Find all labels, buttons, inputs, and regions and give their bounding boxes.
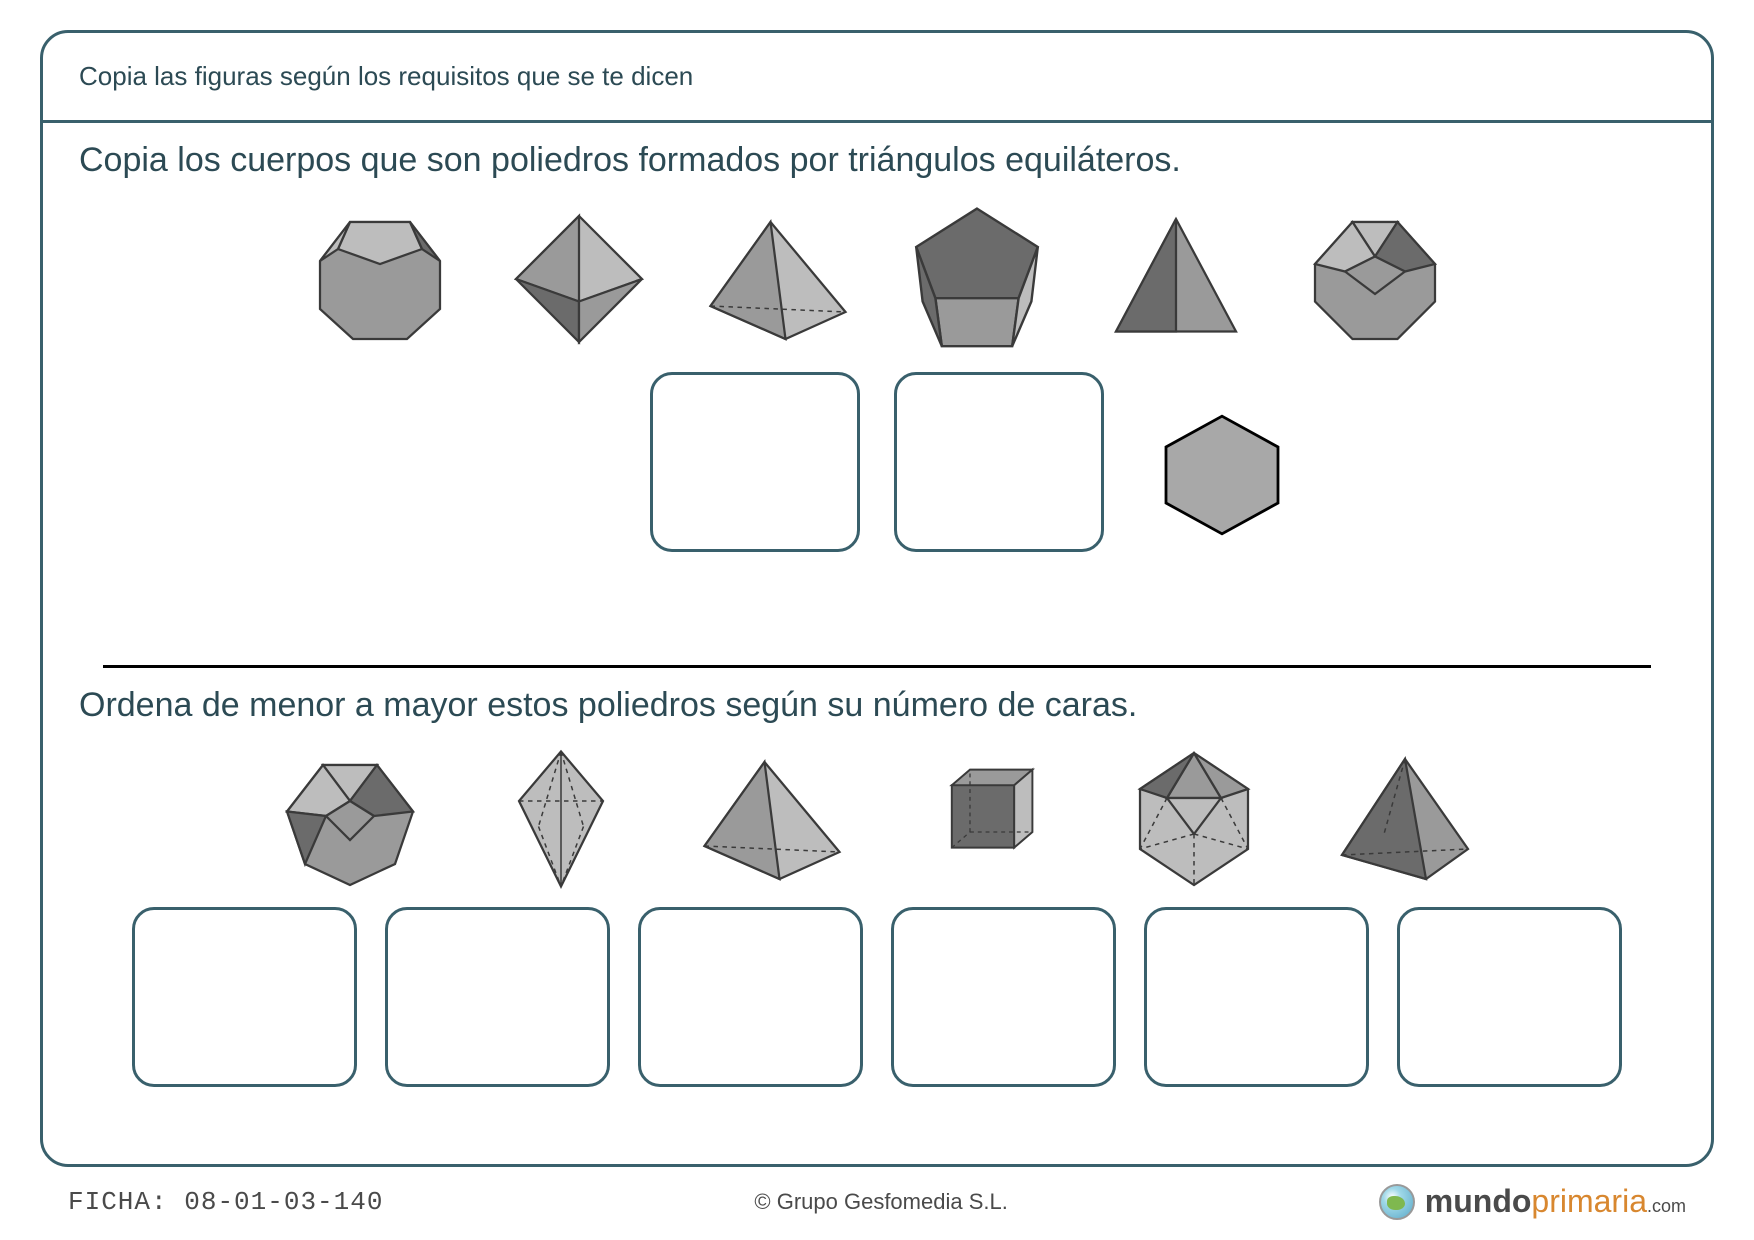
brand-part-3: .com [1647,1196,1686,1216]
answer-box[interactable] [650,372,860,552]
cuboctahedron-b-icon [267,737,432,902]
brand-logo: mundoprimaria.com [1379,1183,1686,1220]
answer-box[interactable] [638,907,863,1087]
brand-part-1: mundo [1425,1183,1532,1219]
octahedron-icon [496,197,661,362]
brand-part-2: primaria [1531,1183,1647,1219]
triakis-diamond-icon [478,737,643,902]
header-title: Copia las figuras según los requisitos q… [79,61,693,91]
section-1: Copia los cuerpos que son poliedros form… [43,123,1711,665]
brand-text: mundoprimaria.com [1425,1183,1686,1220]
truncated-cube-icon [297,197,462,362]
globe-icon [1379,1184,1415,1220]
ficha-code: 08-01-03-140 [184,1187,383,1217]
tetrahedron-icon [1093,197,1258,362]
section-1-answers [79,372,1675,552]
pentagonal-prism-icon [894,197,1059,362]
tetra-skew-icon [689,737,854,902]
icosahedron-icon [1111,737,1276,902]
footer: FICHA: 08-01-03-140 © Grupo Gesfomedia S… [40,1167,1714,1220]
cube-icon [900,737,1065,902]
answer-box[interactable] [894,372,1104,552]
section-2: Ordena de menor a mayor estos poliedros … [43,668,1711,1164]
square-pyramid-icon [1322,737,1487,902]
ficha-label: FICHA: [68,1187,168,1217]
answer-box[interactable] [891,907,1116,1087]
section-2-shapes [79,739,1675,899]
footer-left: FICHA: 08-01-03-140 [68,1187,383,1217]
footer-copyright: © Grupo Gesfomedia S.L. [754,1189,1007,1215]
answer-box[interactable] [385,907,610,1087]
section-1-shapes [79,194,1675,364]
section-2-answers [79,907,1675,1087]
cuboctahedron-icon [1292,197,1457,362]
answer-box[interactable] [1144,907,1369,1087]
hexagon-flat-icon [1139,392,1304,557]
answer-box[interactable] [1397,907,1622,1087]
section-2-instruction: Ordena de menor a mayor estos poliedros … [79,686,1675,725]
worksheet-frame: Copia las figuras según los requisitos q… [40,30,1714,1167]
answer-box[interactable] [132,907,357,1087]
tetra-skew-icon [695,197,860,362]
header-bar: Copia las figuras según los requisitos q… [43,33,1711,123]
content: Copia los cuerpos que son poliedros form… [43,123,1711,1164]
section-1-instruction: Copia los cuerpos que son poliedros form… [79,141,1675,180]
